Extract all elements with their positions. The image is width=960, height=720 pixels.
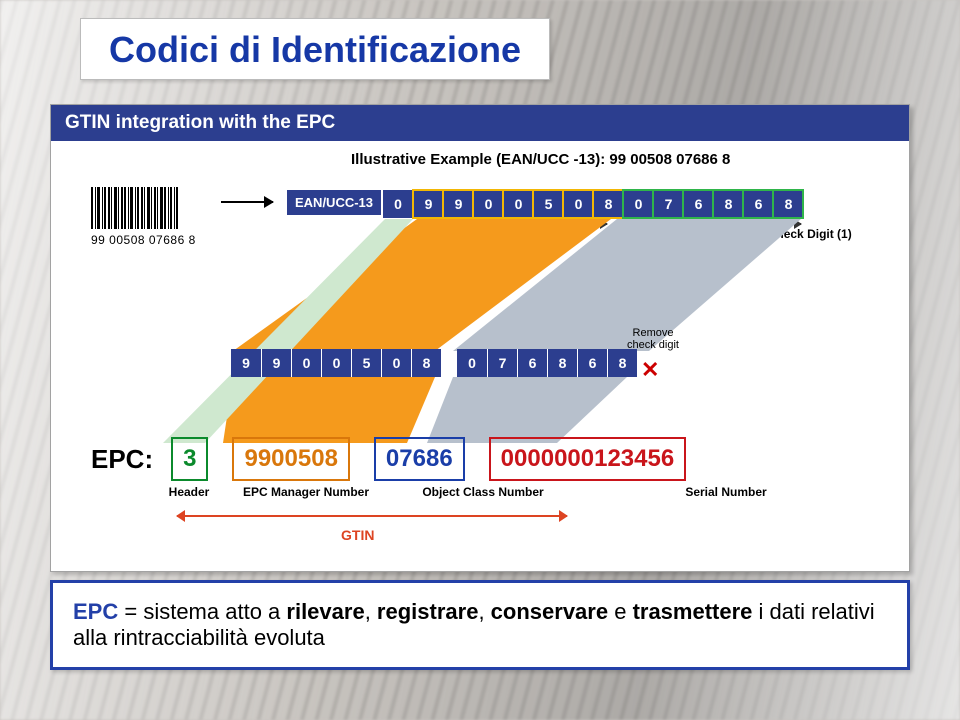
mid-digit: 6 xyxy=(577,349,607,377)
def-s3: e xyxy=(608,599,632,624)
gtin-arrow xyxy=(177,515,567,517)
mid-digit: 0 xyxy=(457,349,487,377)
epc-prefix: EPC: xyxy=(91,444,153,475)
mid-digit: 0 xyxy=(291,349,321,377)
panel-body: Illustrative Example (EAN/UCC -13): 99 0… xyxy=(51,141,909,571)
def-s1: , xyxy=(365,599,377,624)
epc-serial-sub: Serial Number xyxy=(611,485,841,499)
gtin-label: GTIN xyxy=(341,527,374,543)
def-s2: , xyxy=(478,599,490,624)
epc-definition-box: EPC = sistema atto a rilevare, registrar… xyxy=(50,580,910,670)
remove-check-digit-label: Remove check digit xyxy=(623,327,683,351)
mid-digit: 8 xyxy=(547,349,577,377)
remove-x-icon: ✕ xyxy=(641,357,659,383)
epc-header-box: 3 xyxy=(171,437,208,481)
def-epc: EPC xyxy=(73,599,118,624)
ean-digit: 0 xyxy=(563,190,593,218)
epc-row: EPC: 3 9900508 07686 0000000123456 xyxy=(91,437,879,481)
ean-digit-row: 09900508076868 xyxy=(383,190,803,218)
mid-digit: 0 xyxy=(321,349,351,377)
mid-digit: 6 xyxy=(517,349,547,377)
ean-digit: 6 xyxy=(743,190,773,218)
mid-digit: 7 xyxy=(487,349,517,377)
epc-object-box: 07686 xyxy=(374,437,465,481)
ean-digit: 0 xyxy=(503,190,533,218)
panel-header: GTIN integration with the EPC xyxy=(51,105,909,141)
illustrative-example: Illustrative Example (EAN/UCC -13): 99 0… xyxy=(351,151,730,168)
mid-digit: 8 xyxy=(607,349,637,377)
epc-manager-sub: EPC Manager Number xyxy=(221,485,391,499)
ean-ucc-label: EAN/UCC-13 xyxy=(287,190,381,215)
ean-digit: 6 xyxy=(683,190,713,218)
epc-manager-box: 9900508 xyxy=(232,437,349,481)
def-k4: trasmettere xyxy=(633,599,753,624)
epc-object-sub: Object Class Number xyxy=(403,485,563,499)
ean-digit: 8 xyxy=(713,190,743,218)
arrow-barcode-to-ean xyxy=(221,201,273,203)
mid-digit: 8 xyxy=(411,349,441,377)
mid-digit: 5 xyxy=(351,349,381,377)
ean-digit: 0 xyxy=(623,190,653,218)
diagram-panel: GTIN integration with the EPC Illustrati… xyxy=(50,104,910,572)
page-title: Codici di Identificazione xyxy=(80,18,550,80)
def-k2: registrare xyxy=(377,599,479,624)
ean-digit: 0 xyxy=(473,190,503,218)
def-k3: conservare xyxy=(491,599,608,624)
epc-serial-box: 0000000123456 xyxy=(489,437,687,481)
flow-bands xyxy=(51,219,911,469)
ean-digit: 8 xyxy=(593,190,623,218)
intermediate-digit-row: 9900508 076868 xyxy=(231,349,637,377)
ean-digit: 5 xyxy=(533,190,563,218)
ean-digit: 8 xyxy=(773,190,803,218)
ean-digit: 9 xyxy=(413,190,443,218)
ean-digit: 0 xyxy=(383,190,413,218)
mid-digit: 9 xyxy=(231,349,261,377)
ean-digit: 7 xyxy=(653,190,683,218)
mid-digit: 0 xyxy=(381,349,411,377)
ean-digit: 9 xyxy=(443,190,473,218)
def-eq: = sistema atto a xyxy=(118,599,286,624)
def-k1: rilevare xyxy=(286,599,364,624)
epc-header-sub: Header xyxy=(159,485,219,499)
mid-digit: 9 xyxy=(261,349,291,377)
